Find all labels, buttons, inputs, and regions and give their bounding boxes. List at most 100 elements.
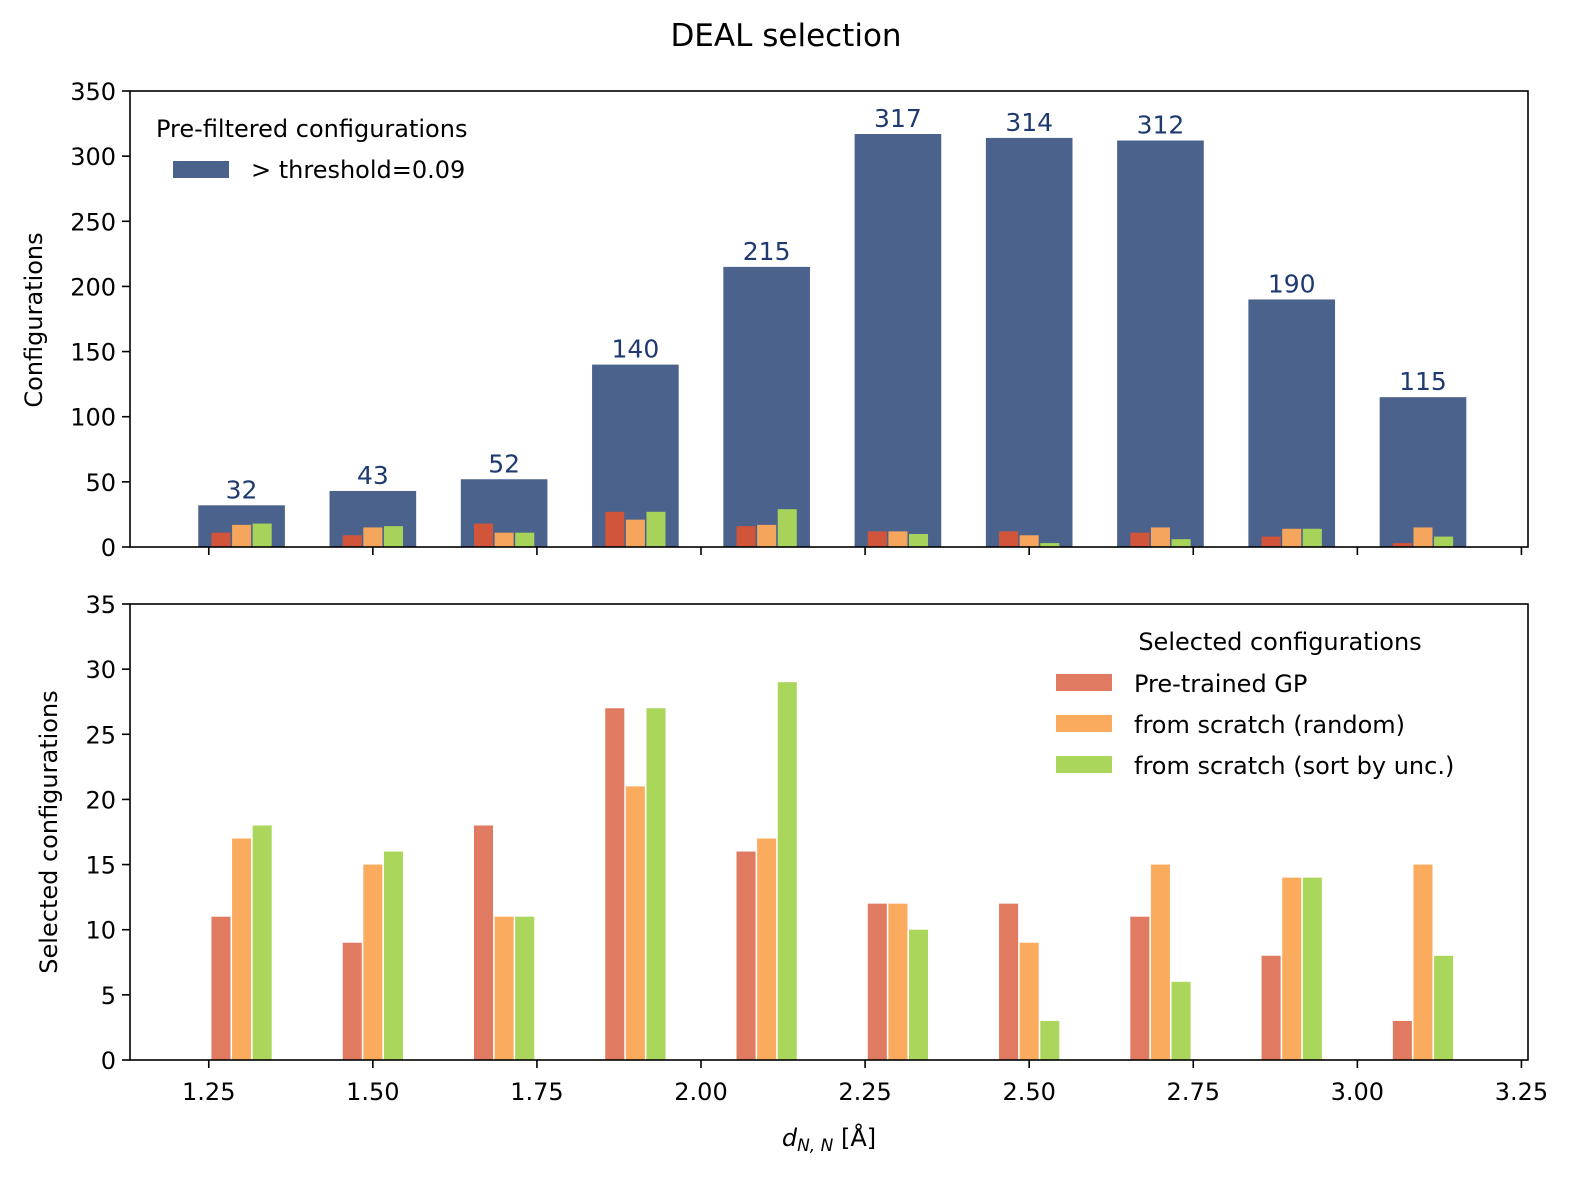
inset-selected-bar: [736, 526, 756, 547]
top-bars: [198, 133, 1467, 547]
y-tick-label: 35: [85, 591, 116, 619]
legend-entry-label: Pre-trained GP: [1134, 670, 1307, 698]
y-tick-label: 5: [101, 982, 116, 1010]
inset-selected-bar: [1019, 535, 1039, 547]
inset-selected-bar: [757, 524, 777, 547]
x-tick-label: 1.50: [346, 1078, 399, 1106]
selected-bar: [232, 838, 252, 1060]
selected-bar: [736, 851, 756, 1060]
bottom-panel: 0 5 10 15 20 25 30 35 1.25 1.50 1.75 2.00 2.25 2.50 2…: [35, 591, 1548, 1156]
inset-selected-bar: [1413, 527, 1433, 547]
inset-selected-bar: [1302, 528, 1322, 547]
selected-bar: [1171, 981, 1191, 1060]
bottom-y-axis-label: Selected configurations: [35, 690, 63, 973]
selected-bar: [1019, 942, 1039, 1060]
prefiltered-value-label: 314: [1005, 108, 1053, 137]
prefiltered-bar: [1248, 299, 1336, 547]
inset-selected-bar: [383, 526, 403, 547]
y-tick-label: 50: [85, 469, 116, 497]
y-tick-label: 10: [85, 917, 116, 945]
selected-bar: [363, 864, 383, 1060]
bottom-legend-title: Selected configurations: [1138, 628, 1421, 656]
x-tick-label: 1.25: [182, 1078, 235, 1106]
selected-bar: [1282, 877, 1302, 1060]
inset-selected-bar: [646, 511, 666, 547]
x-tick-label: 2.25: [838, 1078, 891, 1106]
inset-selected-bar: [1392, 543, 1412, 547]
y-tick-label: 25: [85, 721, 116, 749]
y-tick-label: 0: [101, 534, 116, 562]
bottom-y-ticks: 0 5 10 15 20 25 30 35: [85, 591, 130, 1075]
top-inset-bars: [211, 509, 1454, 547]
selected-bar: [1040, 1020, 1060, 1060]
inset-selected-bar: [888, 531, 908, 547]
bottom-plot-frame: [129, 603, 1529, 1061]
inset-selected-bar: [232, 524, 252, 547]
top-legend-swatch: [173, 161, 229, 178]
selected-bar: [646, 708, 666, 1060]
top-plot-frame: [129, 90, 1529, 548]
y-tick-label: 300: [70, 143, 116, 171]
prefiltered-value-label: 190: [1268, 269, 1316, 298]
x-tick-label: 1.75: [510, 1078, 563, 1106]
selected-bar: [1413, 864, 1433, 1060]
selected-bar: [494, 916, 514, 1060]
top-legend: Pre-filtered configurations > threshold=…: [156, 115, 467, 184]
prefiltered-bar: [854, 133, 942, 547]
selected-bar: [383, 851, 403, 1060]
selected-bar: [605, 708, 625, 1060]
inset-selected-bar: [1434, 536, 1454, 547]
x-tick-label: 2.00: [674, 1078, 727, 1106]
x-tick-label: 2.50: [1002, 1078, 1055, 1106]
x-label-unit: [Å]: [833, 1123, 876, 1152]
selected-bar: [515, 916, 535, 1060]
selected-bar: [1130, 916, 1150, 1060]
figure-title: DEAL selection: [670, 18, 901, 54]
legend-entry-label: from scratch (sort by unc.): [1134, 752, 1454, 780]
selected-bar: [888, 903, 908, 1060]
y-tick-label: 150: [70, 339, 116, 367]
y-tick-label: 15: [85, 852, 116, 880]
y-tick-label: 350: [70, 78, 116, 106]
selected-bar: [867, 903, 887, 1060]
top-x-ticks: [207, 547, 1523, 555]
selected-bar: [777, 682, 797, 1060]
top-legend-title: Pre-filtered configurations: [156, 115, 467, 143]
selected-bar: [211, 916, 231, 1060]
prefiltered-bar: [1379, 397, 1467, 547]
selected-bar: [1434, 955, 1454, 1060]
y-tick-label: 20: [85, 786, 116, 814]
prefiltered-value-label: 312: [1137, 111, 1185, 140]
selected-bar: [909, 929, 929, 1060]
legend-swatch: [1056, 715, 1112, 732]
inset-selected-bar: [999, 531, 1019, 547]
y-tick-label: 250: [70, 208, 116, 236]
prefiltered-value-label: 52: [488, 449, 520, 478]
prefiltered-value-label: 317: [874, 104, 922, 133]
x-label-main: d: [782, 1124, 798, 1152]
inset-selected-bar: [605, 511, 625, 547]
selected-bar: [252, 825, 272, 1060]
prefiltered-bar: [985, 137, 1073, 547]
top-y-axis-label: Configurations: [20, 232, 48, 407]
inset-selected-bar: [473, 523, 494, 547]
inset-selected-bar: [211, 532, 231, 547]
y-tick-label: 200: [70, 273, 116, 301]
bottom-x-axis-label: dN, N [Å]: [782, 1123, 876, 1156]
prefiltered-value-label: 140: [612, 335, 660, 364]
inset-selected-bar: [342, 535, 362, 547]
prefiltered-value-label: 215: [743, 237, 791, 266]
selected-bar: [342, 942, 362, 1060]
inset-selected-bar: [515, 532, 535, 547]
y-tick-label: 100: [70, 404, 116, 432]
inset-selected-bar: [625, 519, 645, 547]
inset-selected-bar: [1130, 532, 1150, 547]
x-label-subscript: N, N: [797, 1136, 834, 1156]
inset-selected-bar: [1171, 539, 1191, 547]
prefiltered-value-label: 32: [226, 475, 258, 504]
legend-entry-label: from scratch (random): [1134, 711, 1405, 739]
inset-selected-bar: [363, 527, 383, 547]
selected-bar: [1150, 864, 1170, 1060]
selected-bar: [473, 825, 494, 1060]
